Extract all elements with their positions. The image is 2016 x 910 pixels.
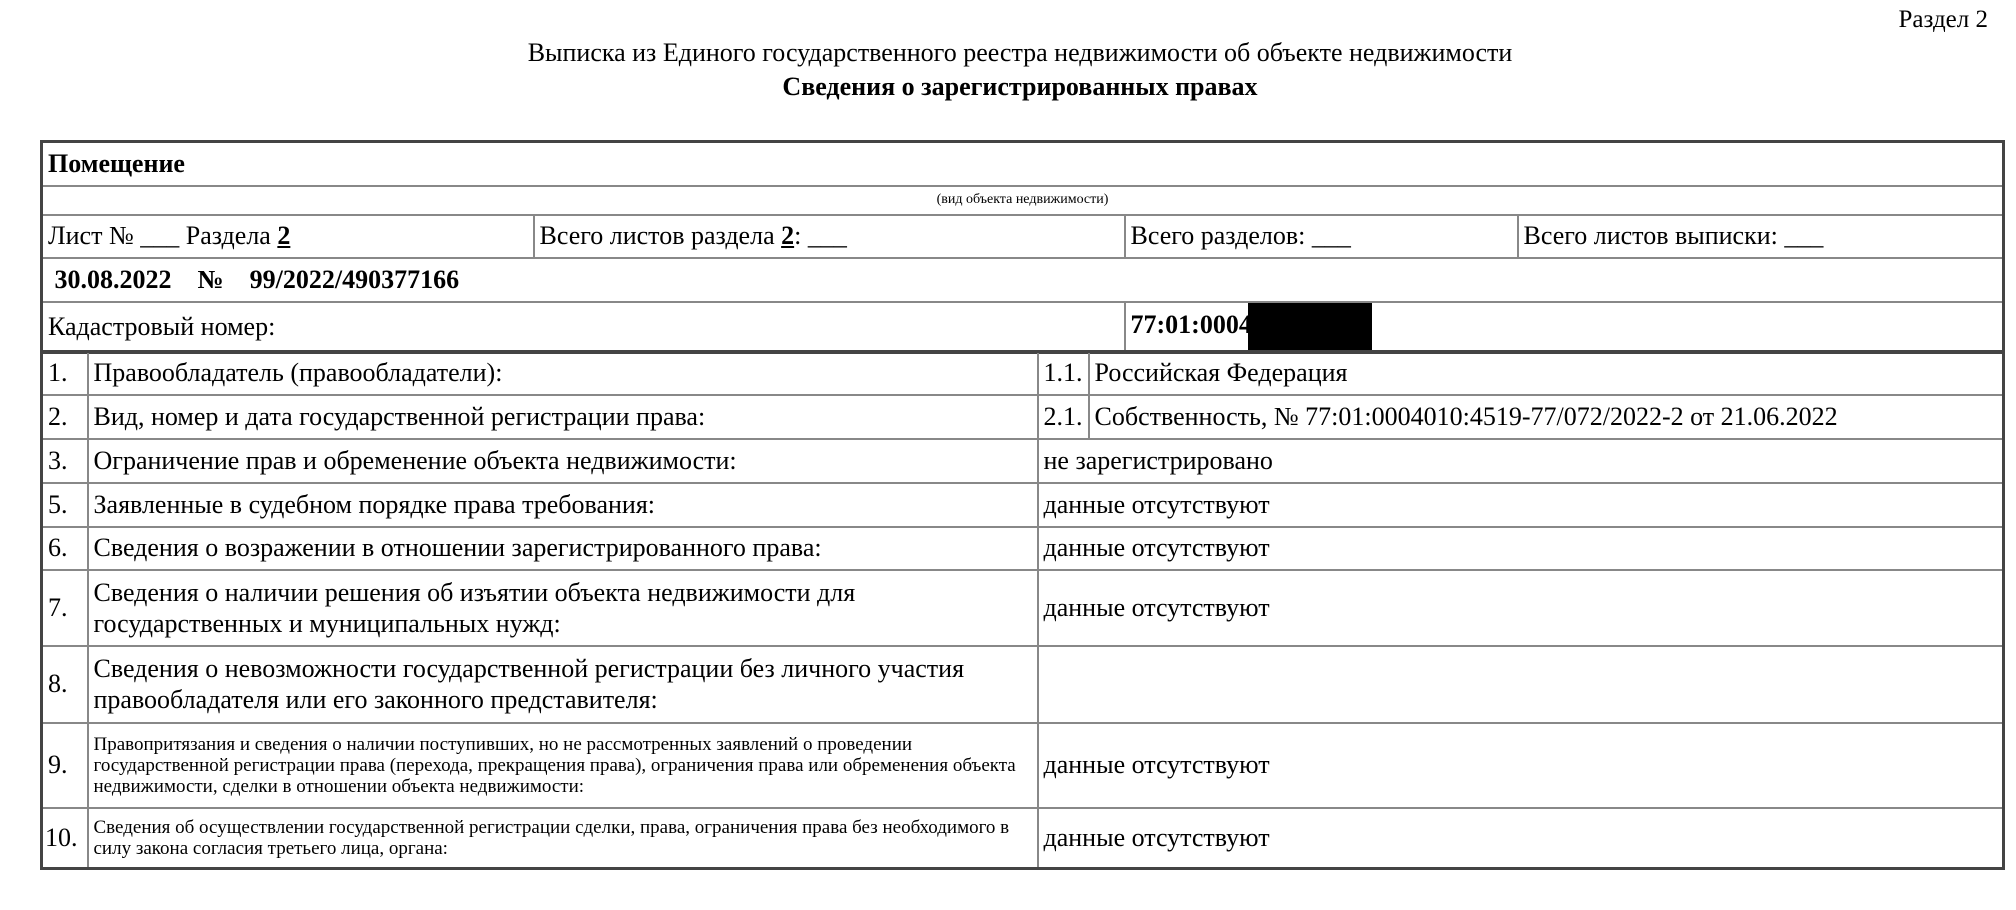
table-row: 6. Сведения о возражении в отношении заре… bbox=[40, 525, 2005, 571]
rights-table: 1. Правообладатель (правообладатели): 1.1… bbox=[40, 350, 2005, 870]
table-row: 2. Вид, номер и дата государственной реги… bbox=[40, 393, 2005, 440]
table-row: 10. Сведения об осуществлении государстве… bbox=[40, 806, 2005, 870]
table-row: 9. Правопритязания и сведения о наличии п… bbox=[40, 721, 2005, 809]
total-sheets-section: Всего листов раздела 2: ___ bbox=[532, 213, 1126, 259]
total-sections: Всего разделов: ___ bbox=[1123, 213, 1519, 259]
table-row: 7. Сведения о наличии решения об изъятии … bbox=[40, 568, 2005, 647]
table-row: 5. Заявленные в судебном порядке права тр… bbox=[40, 481, 2005, 528]
cadastral-label: Кадастровый номер: bbox=[40, 300, 1126, 353]
total-extract-sheets: Всего листов выписки: ___ bbox=[1516, 213, 2005, 259]
cadastral-value: 77:01:0004 bbox=[1123, 300, 2005, 353]
table-row: 1. Правообладатель (правообладатели): 1.1… bbox=[40, 350, 2005, 396]
document-title: Выписка из Единого государственного реес… bbox=[527, 38, 1513, 67]
table-row: 8. Сведения о невозможности государственн… bbox=[40, 644, 2005, 724]
sheet-number: Лист № ___ Раздела 2 bbox=[40, 213, 535, 259]
document-subtitle: Сведения о зарегистрированных правах bbox=[782, 72, 1258, 101]
redaction-box bbox=[1247, 303, 1372, 351]
object-header-table: Помещение (вид объекта недвижимости) Лис… bbox=[40, 140, 2005, 354]
table-row: 3. Ограничение прав и обременение объекта… bbox=[40, 437, 2005, 484]
object-type: Помещение bbox=[40, 140, 2005, 187]
object-type-caption: (вид объекта недвижимости) bbox=[40, 184, 2005, 216]
extract-date-number: 30.08.2022 № 99/2022/490377166 bbox=[40, 256, 2005, 303]
section-label: Раздел 2 bbox=[1898, 6, 1988, 33]
